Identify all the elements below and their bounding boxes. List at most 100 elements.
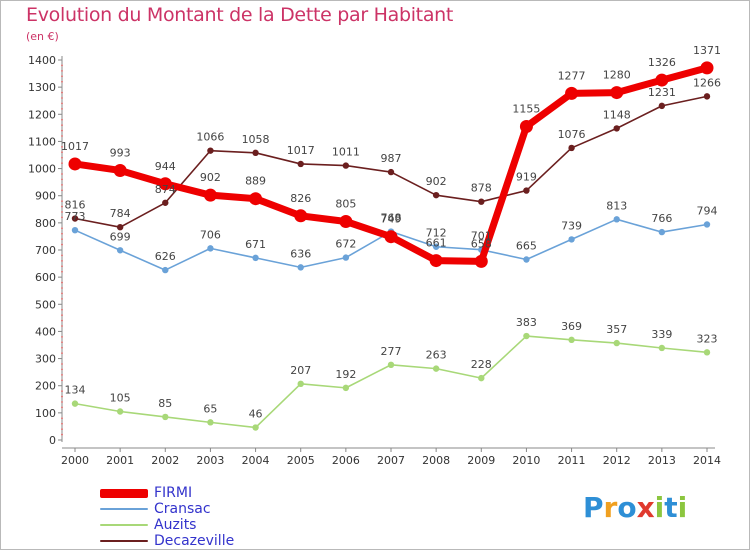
y-minor-tick	[61, 254, 63, 257]
data-point-decazeville	[613, 125, 620, 132]
y-minor-tick	[61, 178, 63, 181]
unit-label: (en €)	[26, 30, 59, 43]
legend-swatch-cransac	[100, 508, 148, 510]
data-point-cransac	[297, 264, 304, 271]
y-minor-tick	[61, 183, 63, 186]
y-minor-tick	[61, 156, 63, 159]
chart-title: Evolution du Montant de la Dette par Hab…	[26, 4, 454, 26]
y-minor-tick	[61, 75, 63, 78]
data-point-decazeville	[703, 93, 711, 100]
data-point-auzits	[523, 332, 530, 340]
y-minor-tick	[61, 422, 63, 425]
data-label-cransac: 626	[155, 250, 176, 263]
y-tick-label: 700	[35, 244, 56, 257]
data-label-decazeville: 878	[471, 182, 492, 195]
y-minor-tick	[61, 270, 63, 273]
data-point-auzits	[116, 408, 124, 415]
data-point-auzits	[658, 344, 666, 352]
data-label-auzits: 105	[110, 392, 131, 405]
data-label-decazeville: 1266	[693, 76, 721, 89]
y-minor-tick	[61, 428, 63, 431]
y-minor-tick	[61, 91, 63, 94]
y-minor-tick	[61, 292, 63, 295]
y-minor-tick	[61, 319, 63, 322]
data-label-decazeville: 1066	[196, 131, 224, 144]
data-point-firmi	[474, 254, 488, 268]
data-label-decazeville: 816	[65, 199, 86, 212]
y-minor-tick	[61, 368, 63, 371]
data-point-firmi	[339, 215, 353, 228]
data-label-auzits: 65	[203, 402, 217, 415]
y-minor-tick	[61, 281, 63, 284]
data-point-decazeville	[387, 168, 395, 176]
y-minor-tick	[61, 189, 63, 192]
data-point-decazeville	[207, 147, 214, 154]
y-minor-tick	[61, 325, 63, 327]
data-point-auzits	[703, 349, 711, 356]
data-label-auzits: 228	[471, 358, 492, 371]
y-minor-tick	[61, 173, 63, 175]
y-minor-tick	[61, 335, 63, 338]
y-tick-label: 900	[35, 190, 56, 203]
y-minor-tick	[61, 232, 63, 235]
data-point-auzits	[613, 339, 620, 347]
x-tick-label: 2000	[61, 454, 89, 467]
data-label-firmi: 1277	[558, 69, 586, 82]
data-label-firmi: 1017	[61, 140, 89, 153]
data-label-auzits: 85	[158, 397, 172, 410]
data-point-auzits	[387, 361, 395, 369]
legend-item-cransac: Cransac	[100, 501, 211, 517]
data-point-decazeville	[478, 198, 485, 205]
data-label-cransac: 768	[381, 212, 402, 225]
legend-label-decazeville: Decazeville	[154, 533, 235, 549]
data-label-decazeville: 784	[110, 207, 131, 220]
data-point-cransac	[162, 266, 169, 274]
y-tick-label: 600	[35, 271, 56, 284]
y-minor-tick	[61, 433, 63, 436]
y-minor-tick	[61, 64, 63, 67]
data-label-decazeville: 1017	[287, 144, 315, 157]
x-tick-label: 2001	[106, 454, 134, 467]
data-label-auzits: 207	[290, 364, 311, 377]
data-label-cransac: 813	[606, 199, 627, 212]
data-point-firmi	[294, 209, 308, 223]
data-label-cransac: 671	[245, 238, 266, 251]
data-point-cransac	[703, 221, 711, 228]
y-tick-label: 800	[35, 217, 56, 230]
y-minor-tick	[61, 135, 63, 137]
data-label-decazeville: 1076	[558, 128, 586, 141]
x-tick-label: 2009	[467, 454, 495, 467]
y-minor-tick	[61, 124, 63, 127]
data-point-cransac	[71, 226, 79, 234]
y-tick-label: 400	[35, 325, 56, 338]
data-point-firmi	[655, 73, 669, 87]
data-label-firmi: 944	[155, 160, 176, 173]
data-label-firmi: 805	[335, 198, 356, 211]
y-tick-label: 300	[35, 353, 56, 366]
y-minor-tick	[61, 205, 63, 208]
data-point-decazeville	[568, 144, 575, 152]
data-point-decazeville	[342, 162, 350, 169]
data-point-firmi	[565, 86, 579, 100]
data-point-auzits	[478, 374, 485, 382]
y-minor-tick	[61, 162, 63, 165]
data-label-cransac: 636	[290, 247, 311, 260]
y-minor-tick	[61, 308, 63, 311]
data-point-firmi	[519, 120, 533, 133]
data-point-cransac	[658, 228, 666, 236]
y-minor-tick	[61, 238, 63, 241]
x-tick-label: 2008	[422, 454, 450, 467]
y-minor-tick	[61, 69, 63, 72]
data-label-firmi: 902	[200, 171, 221, 184]
data-point-cransac	[523, 256, 530, 263]
y-tick-label: 1000	[28, 163, 56, 176]
data-label-decazeville: 902	[426, 175, 447, 188]
data-point-decazeville	[432, 191, 440, 199]
data-point-firmi	[203, 188, 217, 202]
y-minor-tick	[61, 97, 63, 99]
data-point-cransac	[116, 247, 124, 254]
y-minor-tick	[61, 216, 63, 219]
data-label-cransac: 706	[200, 228, 221, 241]
data-point-decazeville	[116, 224, 124, 231]
data-label-cransac: 794	[697, 204, 718, 217]
